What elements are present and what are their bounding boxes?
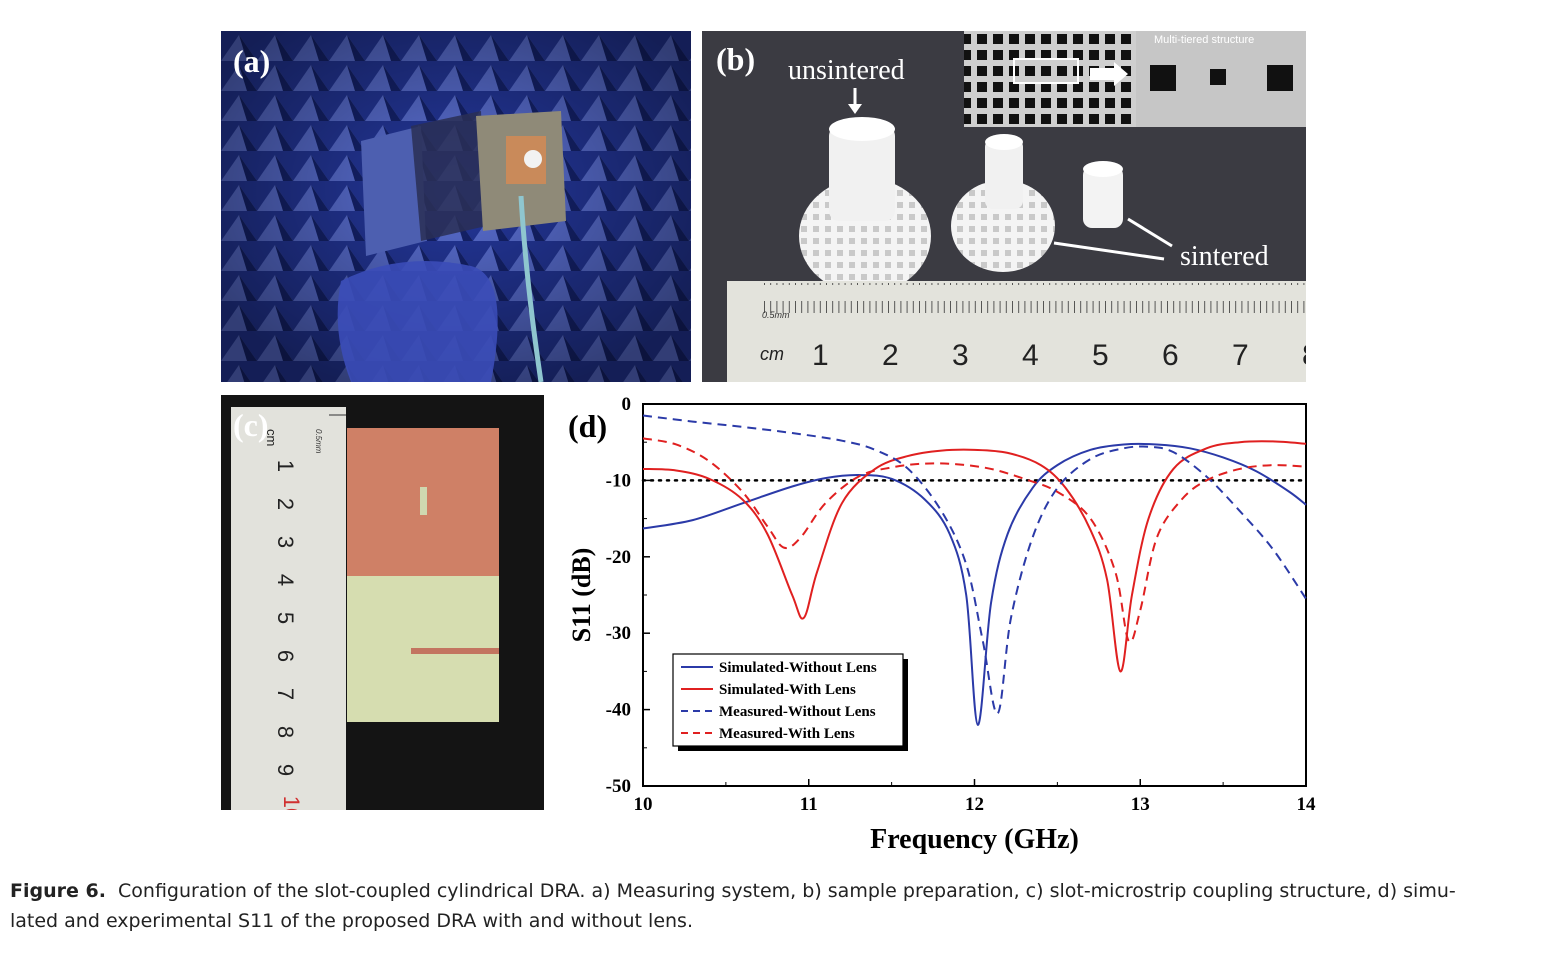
photo-measuring-system: (a) bbox=[221, 31, 691, 382]
ruler-number-b: 6 bbox=[1162, 339, 1179, 372]
legend-entry: Simulated-With Lens bbox=[719, 682, 856, 698]
series-line-3 bbox=[642, 414, 1307, 715]
x-tick-label: 10 bbox=[634, 794, 653, 815]
ruler-scale-b: 0.5mm bbox=[762, 310, 790, 320]
ruler-number-b: 1 bbox=[812, 339, 829, 372]
x-tick-label: 14 bbox=[1297, 794, 1317, 815]
ruler-number-c: 2 bbox=[273, 497, 299, 511]
s11-chart-svg: 10 11 12 13 14 0 -10 -20 -30 -40 -50 Frequency (GHz… bbox=[567, 394, 1317, 855]
x-tick-label: 12 bbox=[965, 794, 984, 815]
ruler-number-c: 10 bbox=[279, 795, 305, 810]
ruler-number-b: 5 bbox=[1092, 339, 1109, 372]
photo-coupling-structure: (c) cm 0.5mm 1 2 3 4 5 6 7 8 9 10 bbox=[221, 395, 544, 810]
inset-title: Multi-tiered structure bbox=[1154, 34, 1255, 46]
ruler-number-b: 4 bbox=[1022, 339, 1039, 372]
series-line-2 bbox=[642, 440, 1307, 673]
caption-text-2: lated and experimental S11 of the propos… bbox=[10, 910, 693, 932]
legend-box bbox=[672, 653, 904, 747]
ruler-number-c: 7 bbox=[273, 687, 299, 701]
ruler-number-c: 9 bbox=[273, 763, 299, 777]
y-tick-label: -30 bbox=[606, 623, 631, 644]
ruler-number-b: 7 bbox=[1232, 339, 1249, 372]
y-tick-label: -40 bbox=[606, 700, 631, 721]
ruler-number-c: 8 bbox=[273, 725, 299, 739]
ruler-scale-c: 0.5mm bbox=[314, 429, 323, 454]
y-tick-label: -50 bbox=[606, 776, 631, 797]
x-tick-label: 13 bbox=[1131, 794, 1150, 815]
series-line-4 bbox=[642, 437, 1307, 644]
panel-label-d: (d) bbox=[568, 408, 608, 444]
annotation-sintered: sintered bbox=[1180, 241, 1269, 272]
y-tick-label: 0 bbox=[622, 394, 632, 415]
ruler-unit-b: cm bbox=[760, 344, 784, 364]
ruler-number-c: 4 bbox=[273, 573, 299, 587]
sample-illustration bbox=[702, 31, 1306, 382]
y-tick-label: -10 bbox=[606, 470, 631, 491]
panel-label-a: (a) bbox=[233, 43, 271, 79]
photo-sample-preparation: (b) Multi-tiered structure unsintered si… bbox=[702, 31, 1306, 382]
caption-prefix: Figure 6. bbox=[10, 880, 106, 902]
ruler-number-b: 8 bbox=[1302, 339, 1306, 373]
ruler-number-c: 3 bbox=[273, 535, 299, 549]
figure-caption: Figure 6. Configuration of the slot-coup… bbox=[10, 876, 1540, 936]
legend-entry: Measured-With Lens bbox=[719, 726, 855, 742]
x-axis-label: Frequency (GHz) bbox=[870, 824, 1079, 855]
ruler-number-b: 3 bbox=[952, 339, 969, 372]
series-line-1 bbox=[642, 442, 1307, 726]
legend-entry: Measured-Without Lens bbox=[719, 704, 876, 720]
ruler-number-b: 2 bbox=[882, 339, 899, 372]
legend-entry: Simulated-Without Lens bbox=[719, 660, 877, 676]
ruler-number-c: 6 bbox=[273, 649, 299, 663]
y-tick-label: -20 bbox=[606, 547, 631, 568]
annotation-unsintered: unsintered bbox=[788, 55, 905, 86]
caption-text: Configuration of the slot-coupled cylind… bbox=[118, 880, 1456, 902]
ruler-number-c: 1 bbox=[273, 459, 299, 473]
y-axis-label: S11 (dB) bbox=[567, 548, 596, 643]
ruler-number-c: 5 bbox=[273, 611, 299, 625]
x-tick-label: 11 bbox=[800, 794, 818, 815]
coupling-illustration bbox=[221, 395, 544, 810]
anechoic-chamber-illustration bbox=[221, 31, 691, 382]
ruler-unit-c: cm bbox=[264, 429, 279, 447]
panel-label-c: (c) bbox=[233, 407, 269, 443]
chart-s11: 10 11 12 13 14 0 -10 -20 -30 -40 -50 Frequency (GHz… bbox=[560, 390, 1320, 860]
panel-label-b: (b) bbox=[716, 41, 756, 77]
